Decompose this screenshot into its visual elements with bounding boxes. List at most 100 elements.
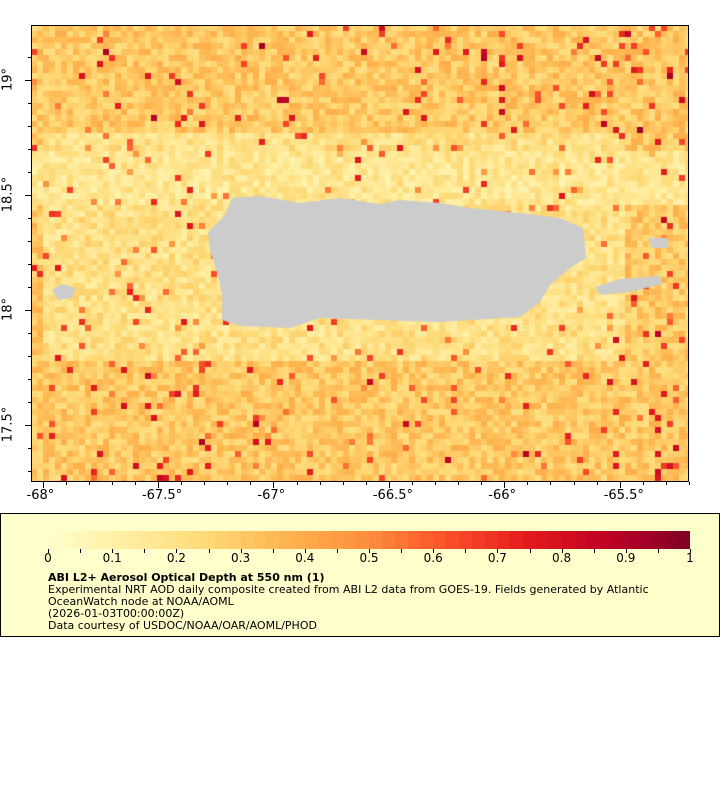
- colorbar-tick: [369, 549, 370, 553]
- colorbar-tick: [208, 549, 210, 553]
- colorbar-swatch: [548, 531, 562, 549]
- colorbar-tick: [48, 549, 49, 553]
- colorbar-swatch: [317, 531, 331, 549]
- lon-minor-tick: [411, 482, 413, 485]
- lon-tick: [388, 482, 390, 488]
- colorbar-swatch: [227, 531, 241, 549]
- lon-minor-tick: [435, 482, 437, 485]
- lat-minor-tick: [28, 126, 31, 128]
- colorbar-tick-label: 0: [44, 551, 52, 565]
- lon-minor-tick: [42, 482, 44, 485]
- colorbar-swatch: [356, 531, 370, 549]
- lon-minor-tick: [504, 482, 506, 485]
- lon-minor-tick: [273, 482, 275, 485]
- legend-description-cont: OceanWatch node at NOAA/AOML: [48, 595, 234, 608]
- colorbar-tick: [240, 549, 242, 553]
- colorbar-tick: [272, 549, 274, 553]
- colorbar-swatch: [381, 531, 395, 549]
- lat-tick-label: 17.5°: [0, 406, 16, 442]
- colorbar-tick: [336, 549, 338, 553]
- colorbar-swatch: [600, 531, 614, 549]
- colorbar-tick-label: 0.3: [231, 551, 251, 565]
- lon-minor-tick: [365, 482, 367, 485]
- colorbar-swatch: [343, 531, 357, 549]
- lon-tick: [504, 482, 506, 488]
- colorbar-swatch: [574, 531, 588, 549]
- lat-minor-tick: [28, 332, 31, 334]
- lon-minor-tick: [181, 482, 183, 485]
- lat-minor-tick: [28, 470, 31, 472]
- colorbar-swatch: [484, 531, 498, 549]
- lon-tick: [42, 482, 44, 488]
- colorbar-swatch: [214, 531, 228, 549]
- colorbar-swatch: [677, 531, 691, 549]
- colorbar-swatch: [446, 531, 459, 549]
- lon-tick: [619, 482, 621, 488]
- colorbar-tick-label: 0.2: [166, 551, 186, 565]
- lon-minor-tick: [227, 482, 229, 485]
- lat-minor-tick: [28, 401, 31, 403]
- colorbar-swatch: [253, 531, 267, 549]
- lat-minor-tick: [28, 424, 31, 426]
- colorbar-tick: [657, 549, 659, 553]
- legend-credit: Data courtesy of USDOC/NOAA/OAR/AOML/PHO…: [48, 619, 317, 632]
- colorbar-swatch: [292, 531, 305, 549]
- colorbar-swatch: [202, 531, 215, 549]
- colorbar-swatch: [459, 531, 472, 549]
- colorbar-swatch: [150, 531, 164, 549]
- aod-map-raster: [31, 25, 689, 482]
- colorbar-tick: [112, 549, 114, 553]
- colorbar-tick-label: 0.1: [102, 551, 122, 565]
- colorbar-swatch: [60, 531, 74, 549]
- lon-minor-tick: [619, 482, 621, 485]
- lon-minor-tick: [65, 482, 67, 485]
- colorbar-swatch: [523, 531, 537, 549]
- lat-minor-tick: [28, 194, 31, 196]
- lon-tick-label: -67°: [257, 488, 286, 503]
- colorbar-swatch: [420, 531, 434, 549]
- colorbar-swatch: [176, 531, 190, 549]
- colorbar-swatch: [638, 531, 652, 549]
- colorbar-tick-label: 0.6: [423, 551, 443, 565]
- colorbar-tick: [401, 549, 403, 553]
- colorbar-swatch: [86, 531, 100, 549]
- lon-minor-tick: [134, 482, 136, 485]
- colorbar-tick-label: 0.4: [295, 551, 315, 565]
- lon-tick: [273, 482, 275, 488]
- lat-minor-tick: [28, 286, 31, 288]
- lon-minor-tick: [596, 482, 598, 485]
- colorbar-swatch: [664, 531, 678, 549]
- lat-minor-tick: [28, 263, 31, 265]
- lon-minor-tick: [689, 482, 690, 485]
- map-frame: [31, 25, 689, 482]
- lon-minor-tick: [111, 482, 113, 485]
- colorbar-tick: [80, 549, 82, 553]
- lon-minor-tick: [550, 482, 552, 485]
- colorbar-swatch: [394, 531, 408, 549]
- colorbar-swatch: [561, 531, 575, 549]
- lon-minor-tick: [481, 482, 483, 485]
- colorbar-swatch: [651, 531, 665, 549]
- lat-minor-tick: [28, 57, 31, 59]
- lat-minor-tick: [28, 309, 31, 311]
- lon-minor-tick: [250, 482, 252, 485]
- colorbar-swatch: [369, 531, 382, 549]
- colorbar-swatch: [613, 531, 626, 549]
- colorbar-swatch: [587, 531, 601, 549]
- colorbar-tick-label: 0.9: [616, 551, 636, 565]
- colorbar-swatch: [266, 531, 280, 549]
- colorbar-swatch: [99, 531, 113, 549]
- colorbar-tick: [625, 549, 627, 553]
- lon-minor-tick: [388, 482, 390, 485]
- colorbar-tick: [497, 549, 499, 553]
- colorbar-swatch: [125, 531, 138, 549]
- colorbar-swatch: [73, 531, 87, 549]
- colorbar-swatch: [137, 531, 151, 549]
- colorbar-swatch: [240, 531, 254, 549]
- colorbar-swatch: [497, 531, 511, 549]
- colorbar-tick-label: 0.7: [487, 551, 507, 565]
- legend-time: (2026-01-03T00:00:00Z): [48, 607, 185, 620]
- colorbar-swatch: [471, 531, 485, 549]
- colorbar-tick-label: 1: [686, 551, 694, 565]
- lon-tick-label: -67.5°: [141, 488, 183, 503]
